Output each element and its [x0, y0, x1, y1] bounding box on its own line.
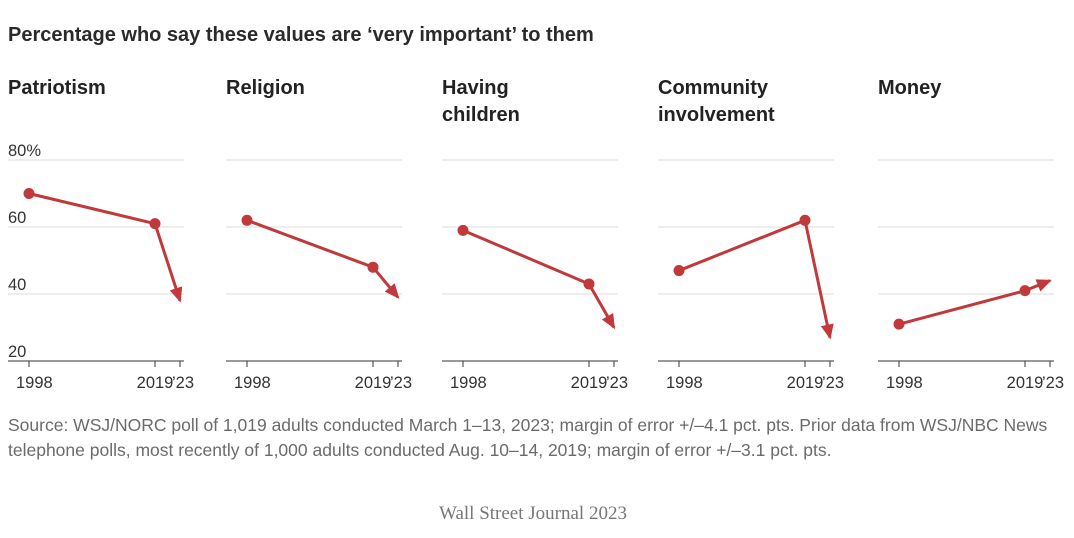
- panel-3: Community involvement 1998 2019’23: [658, 77, 844, 392]
- y-tick-label: 60: [8, 209, 26, 227]
- x-tick-label: ’23: [822, 374, 844, 392]
- data-point: [23, 188, 35, 199]
- x-tick-label: 1998: [16, 374, 53, 392]
- series-line: [246, 218, 400, 299]
- arrowhead-2023: [820, 323, 834, 340]
- data-point: [149, 218, 161, 230]
- panel-4: Money 1998 2019’23: [878, 77, 1064, 392]
- data-point: [799, 214, 811, 226]
- panel-title: Having: [442, 77, 509, 99]
- series-line: [462, 228, 616, 329]
- arrowhead-2023: [384, 283, 400, 299]
- x-tick-label: 1998: [234, 374, 271, 392]
- panel-title: children: [442, 104, 520, 126]
- x-tick-label: 2019: [1007, 374, 1044, 392]
- x-tick-label: 2019: [355, 374, 392, 392]
- y-tick-label: 20: [8, 343, 26, 361]
- x-tick-label: 1998: [886, 374, 923, 392]
- x-tick-label: ’23: [1042, 374, 1064, 392]
- data-point: [367, 261, 379, 273]
- x-tick-label: ’23: [390, 374, 412, 392]
- x-tick-label: 2019: [571, 374, 608, 392]
- panel-title: Patriotism: [8, 77, 106, 99]
- x-tick-label: ’23: [172, 374, 194, 392]
- arrowhead-2023: [169, 286, 183, 303]
- x-tick-label: 1998: [450, 374, 487, 392]
- arrowhead-2023: [601, 312, 615, 330]
- data-point: [1019, 285, 1031, 297]
- panel-0: Patriotism 1998 2019’23 80% 60 40 20: [8, 77, 194, 392]
- x-tick-label: 1998: [666, 374, 703, 392]
- x-tick-label: ’23: [606, 374, 628, 392]
- arrowhead-2023: [1035, 279, 1052, 292]
- panel-2: Having children 1998 2019’23: [442, 77, 628, 392]
- panel-1: Religion 1998 2019’23: [226, 77, 412, 392]
- series-line: [28, 192, 182, 302]
- publication-credit: Wall Street Journal 2023: [439, 503, 627, 524]
- data-point: [583, 278, 595, 290]
- series-line: [678, 218, 832, 338]
- source-note: Source: WSJ/NORC poll of 1,019 adults co…: [8, 415, 1048, 460]
- panel-title: Community: [658, 77, 769, 99]
- data-point: [241, 214, 253, 226]
- chart-headline: Percentage who say these values are ‘ver…: [8, 24, 594, 46]
- data-point: [893, 318, 905, 330]
- x-tick-label: 2019: [787, 374, 824, 392]
- y-tick-label: 80%: [8, 142, 41, 160]
- x-tick-label: 2019: [137, 374, 174, 392]
- y-tick-label: 40: [8, 276, 26, 294]
- data-point: [457, 224, 469, 236]
- panel-title: involvement: [658, 104, 775, 126]
- panel-title: Religion: [226, 77, 305, 99]
- data-point: [673, 265, 685, 277]
- panel-title: Money: [878, 77, 942, 99]
